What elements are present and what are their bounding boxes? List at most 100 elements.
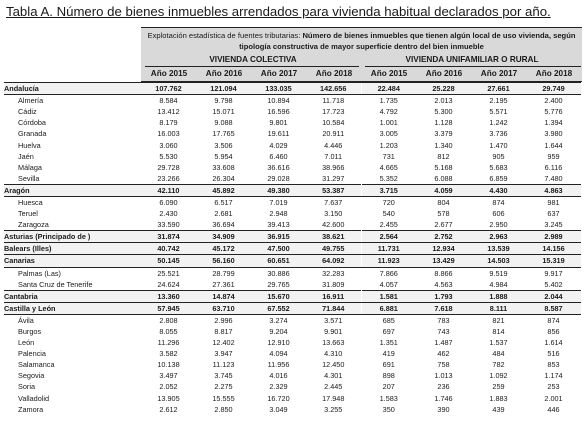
cell-value: 24.624 <box>157 279 180 289</box>
cell-value: 981 <box>547 197 560 207</box>
cell-value: 9.204 <box>269 327 288 337</box>
cell-value: 22.484 <box>360 81 416 96</box>
cell-value: 9.519 <box>489 268 508 278</box>
table-row-province: Zamora 2.612 2.850 3.049 3.255 350 390 439 446 <box>4 403 581 415</box>
cell-value: 36.915 <box>251 230 306 244</box>
cell-value: 5.776 <box>544 107 563 117</box>
cell-value: 516 <box>547 349 560 359</box>
group-underline <box>145 66 359 67</box>
cell-value: 7.637 <box>324 197 343 207</box>
cell-value: 4.016 <box>269 371 288 381</box>
cell-value: 2.808 <box>159 315 178 325</box>
cell-value: 38.966 <box>322 162 345 172</box>
row-label: Segovia <box>18 371 45 381</box>
cell-value: 10.584 <box>322 118 345 128</box>
cell-value: 9.901 <box>324 327 343 337</box>
cell-value: 12.402 <box>212 338 235 348</box>
cell-value: 3.571 <box>324 315 343 325</box>
cell-value: 3.715 <box>360 183 416 197</box>
cell-value: 11.296 <box>157 338 180 348</box>
cell-value: 13.905 <box>157 393 180 403</box>
cell-value: 11.718 <box>322 96 345 106</box>
table-row-province: Jaén 5.530 5.954 6.460 7.011 731 812 905 959 <box>4 150 581 162</box>
cell-value: 731 <box>360 150 416 162</box>
row-label: Soria <box>18 382 36 392</box>
cell-value: 5.300 <box>434 107 453 117</box>
row-label: Ávila <box>18 315 34 325</box>
cell-value: 7.011 <box>324 151 343 161</box>
row-label: Palencia <box>18 349 46 359</box>
cell-value: 5.571 <box>489 107 508 117</box>
row-label: Huelva <box>18 140 41 150</box>
cell-value: 1.001 <box>360 117 416 129</box>
cell-value: 4.094 <box>269 349 288 359</box>
cell-value: 107.762 <box>141 81 196 96</box>
cell-value: 4.057 <box>360 278 416 291</box>
cell-value: 29.028 <box>267 173 290 183</box>
cell-value: 7.618 <box>416 301 471 315</box>
row-label: Palmas (Las) <box>18 268 61 278</box>
year-header: Año 2018 <box>315 69 353 78</box>
row-label: Santa Cruz de Tenerife <box>18 279 93 289</box>
cell-value: 874 <box>547 315 560 325</box>
cell-value: 905 <box>492 151 505 161</box>
cell-value: 540 <box>360 208 416 220</box>
cell-value: 4.310 <box>324 349 343 359</box>
year-header-row: Año 2015 Año 2016 Año 2017 Año 2018 Año … <box>141 67 582 82</box>
cell-value: 8.817 <box>214 327 233 337</box>
cell-value: 63.710 <box>196 301 251 315</box>
cell-value: 67.552 <box>251 301 306 315</box>
cell-value: 16.720 <box>267 393 290 403</box>
row-label: Córdoba <box>18 118 46 128</box>
table-row-region: Cantabria 13.360 14.874 15.670 16.911 1.581 1.… <box>4 289 581 303</box>
cell-value: 1.614 <box>544 338 563 348</box>
cell-value: 11.923 <box>360 254 416 268</box>
row-label: Cantabria <box>4 289 141 303</box>
cell-value: 13.663 <box>322 338 345 348</box>
cell-value: 2.052 <box>159 382 178 392</box>
cell-value: 2.001 <box>544 393 563 403</box>
cell-value: 207 <box>360 381 416 393</box>
cell-value: 14.503 <box>471 254 526 268</box>
cell-value: 1.128 <box>434 118 453 128</box>
table-row-province: Huelva 3.060 3.506 4.029 4.446 1.203 1.340 1.47… <box>4 139 581 151</box>
cell-value: 36.694 <box>212 220 235 230</box>
cell-value: 30.886 <box>267 268 290 278</box>
row-label: Canarias <box>4 254 141 268</box>
row-label: Málaga <box>18 162 42 172</box>
cell-value: 25.521 <box>157 268 180 278</box>
row-label: Zamora <box>18 404 44 414</box>
cell-value: 743 <box>437 327 450 337</box>
cell-value: 3.497 <box>159 371 178 381</box>
cell-value: 29.765 <box>267 279 290 289</box>
cell-value: 1.581 <box>360 289 416 303</box>
cell-value: 15.670 <box>251 289 306 303</box>
group-header-row: VIVIENDA COLECTIVA VIVIENDA UNIFAMILIAR … <box>141 54 582 67</box>
cell-value: 2.564 <box>360 230 416 244</box>
cell-value: 856 <box>547 327 560 337</box>
cell-value: 2.430 <box>159 209 178 219</box>
year-header: Año 2015 <box>370 69 408 78</box>
cell-value: 23.266 <box>157 173 180 183</box>
row-label: Huesca <box>18 197 43 207</box>
cell-value: 1.735 <box>360 94 416 107</box>
cell-value: 71.844 <box>306 301 361 315</box>
table-row-province: Palencia 3.582 3.947 4.094 4.310 419 462 484 516 <box>4 348 581 360</box>
cell-value: 4.059 <box>416 183 471 197</box>
cell-value: 33.608 <box>212 162 235 172</box>
cell-value: 1.340 <box>434 140 453 150</box>
cell-value: 31.809 <box>322 279 345 289</box>
cell-value: 142.656 <box>306 81 361 96</box>
table-header-description: Explotación estadística de fuentes tribu… <box>141 27 582 54</box>
cell-value: 11.956 <box>267 360 290 370</box>
cell-value: 484 <box>492 349 505 359</box>
cell-value: 821 <box>492 315 505 325</box>
cell-value: 4.029 <box>269 140 288 150</box>
cell-value: 50.145 <box>141 254 196 268</box>
cell-value: 31.874 <box>141 230 196 244</box>
table-row-province: Valladolid 13.905 15.555 16.720 17.948 1.583 1… <box>4 392 581 404</box>
year-header: Año 2016 <box>425 69 463 78</box>
row-label: Burgos <box>18 327 42 337</box>
year-header: Año 2017 <box>260 69 298 78</box>
cell-value: 1.487 <box>434 338 453 348</box>
